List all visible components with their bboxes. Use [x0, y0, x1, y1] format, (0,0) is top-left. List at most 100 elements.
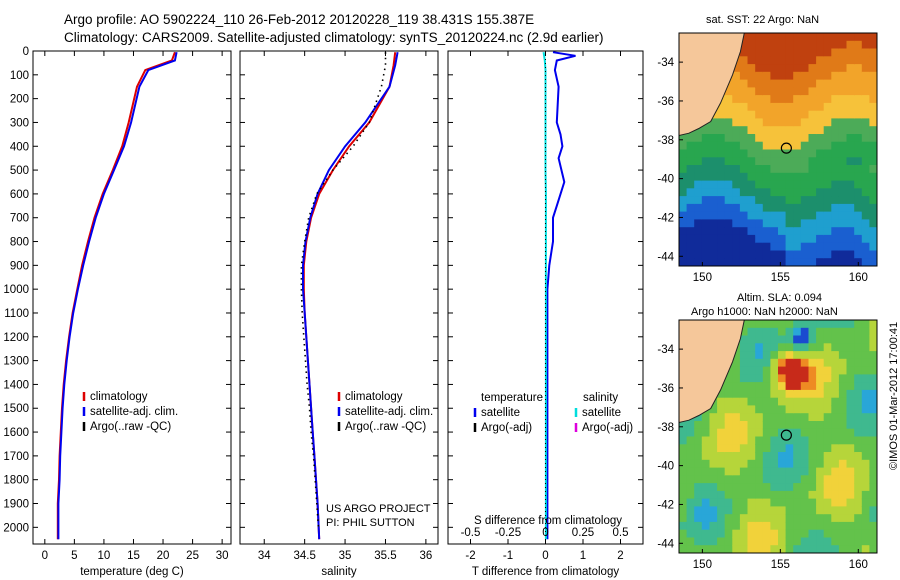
map-cell: [808, 141, 817, 151]
map-cell: [838, 475, 848, 484]
map-cell: [831, 490, 840, 500]
map-cell: [823, 405, 832, 414]
map-cell: [831, 40, 840, 50]
map-cell: [808, 258, 817, 266]
map-cell: [816, 118, 825, 127]
map-cell: [724, 149, 733, 158]
map-cell: [793, 529, 802, 539]
map-cell: [785, 33, 794, 42]
map-cell: [679, 242, 688, 252]
map-cell: [770, 498, 779, 507]
map-cell: [785, 475, 794, 484]
map-cell: [831, 165, 840, 174]
map-cell: [831, 351, 840, 360]
map-cell: [770, 389, 779, 399]
map-cell: [854, 79, 863, 88]
map-cell: [816, 188, 825, 197]
map-cell: [701, 196, 710, 205]
map-cell: [686, 514, 695, 523]
map-cell: [778, 436, 787, 445]
map-cell: [701, 219, 710, 228]
map-cell: [747, 211, 756, 220]
map-cell: [808, 126, 817, 135]
map-cell: [739, 196, 749, 205]
map-cell: [739, 413, 749, 422]
map-cell: [800, 374, 809, 383]
map-cell: [762, 234, 771, 244]
series-argo-raw-qc-: [300, 52, 387, 528]
map-cell: [854, 335, 863, 344]
map-cell: [838, 459, 848, 469]
map-cell: [724, 141, 733, 151]
map-cell: [770, 110, 779, 120]
map-cell: [778, 157, 787, 166]
map-cell: [694, 459, 703, 469]
x-tick-label: 5: [71, 550, 77, 562]
map-cell: [831, 56, 840, 65]
map-cell: [793, 358, 802, 368]
map-cell: [732, 498, 741, 507]
map-cell: [770, 87, 779, 96]
map-cell: [701, 250, 710, 259]
map-cell: [838, 537, 848, 546]
map-cell: [816, 490, 825, 500]
map-cell: [808, 227, 817, 236]
map-cell: [739, 250, 749, 259]
map-cell: [869, 165, 877, 174]
map-cell: [793, 374, 802, 383]
map-cell: [808, 335, 817, 344]
map-cell: [755, 405, 764, 414]
map-cell: [739, 506, 749, 515]
y-tick-label: 1500: [3, 403, 29, 415]
map-cell: [800, 436, 809, 445]
map-cell: [869, 118, 877, 127]
map-cell: [694, 444, 703, 453]
map-cell: [800, 405, 809, 414]
map-cell: [793, 110, 802, 120]
map-cell: [694, 514, 703, 523]
map-cell: [838, 149, 848, 158]
map-cell: [709, 537, 718, 546]
x-tick-label: 155: [771, 272, 790, 284]
map-cell: [762, 258, 771, 266]
map-cell: [785, 320, 794, 329]
map-cell: [694, 490, 703, 500]
map-cell: [800, 196, 809, 205]
map-cell: [717, 459, 726, 469]
map-cell: [762, 405, 771, 414]
map-cell: [838, 33, 848, 42]
map-cell: [823, 211, 832, 220]
map-cell: [709, 467, 718, 476]
map-cell: [823, 40, 832, 50]
map-cell: [701, 203, 710, 213]
map-cell: [823, 48, 832, 57]
map-cell: [747, 521, 756, 531]
map-cell: [846, 64, 855, 73]
map-cell: [800, 203, 809, 213]
map-cell: [800, 397, 809, 407]
map-frame: [678, 32, 878, 267]
map-cell: [785, 506, 794, 515]
map-cell: [732, 126, 741, 135]
legend-label: Argo(..raw -QC): [90, 421, 171, 433]
y-tick-label: 1200: [3, 332, 29, 344]
map-cell: [808, 71, 817, 81]
map-cell: [709, 421, 718, 430]
x-axis-label: salinity: [321, 566, 356, 578]
map-cell: [770, 483, 779, 492]
map-cell: [739, 374, 749, 383]
map-cell: [717, 149, 726, 158]
sst-map-title: sat. SST: 22 Argo: NaN: [706, 14, 820, 26]
map-cell: [762, 48, 771, 57]
map-cell: [686, 428, 695, 438]
map-cell: [808, 421, 817, 430]
legend-label: climatology: [90, 391, 148, 403]
map-cell: [793, 335, 802, 344]
map-cell: [755, 141, 764, 151]
map-cell: [800, 157, 809, 166]
map-cell: [778, 452, 787, 461]
map-cell: [861, 327, 870, 337]
map-cell: [717, 258, 726, 266]
map-cell: [694, 467, 703, 476]
map-cell: [686, 444, 695, 453]
